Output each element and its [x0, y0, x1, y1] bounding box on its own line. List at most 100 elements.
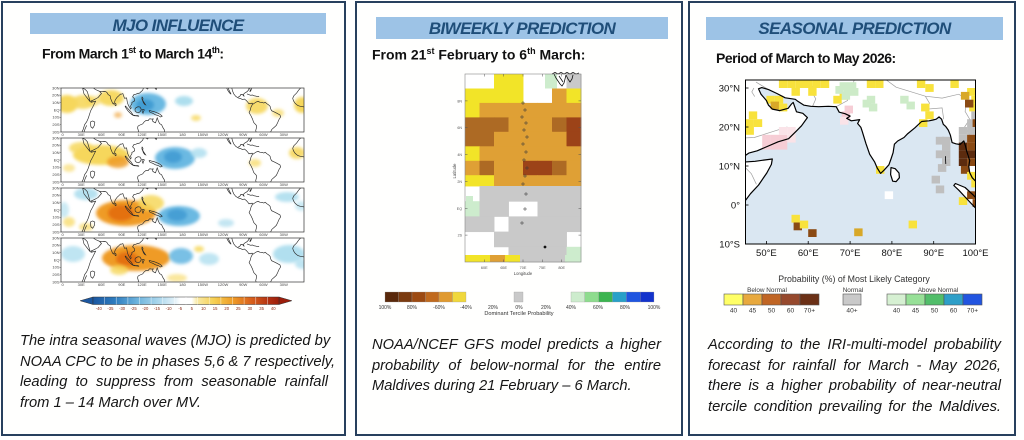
svg-text:20N: 20N: [52, 193, 59, 198]
svg-text:10N: 10N: [52, 100, 59, 105]
svg-text:50: 50: [768, 308, 776, 315]
svg-text:30°N: 30°N: [719, 84, 740, 95]
svg-text:45: 45: [912, 308, 920, 315]
svg-text:30E: 30E: [78, 232, 85, 237]
svg-text:80%: 80%: [407, 305, 418, 311]
svg-text:15: 15: [213, 306, 218, 311]
svg-text:0: 0: [62, 282, 65, 287]
svg-text:10N: 10N: [52, 150, 59, 155]
svg-text:10: 10: [201, 306, 206, 311]
svg-text:40: 40: [271, 306, 276, 311]
svg-text:70+: 70+: [967, 308, 978, 315]
svg-text:10S: 10S: [52, 115, 59, 120]
svg-text:30S: 30S: [52, 229, 59, 234]
svg-text:60E: 60E: [98, 232, 105, 237]
svg-text:30E: 30E: [78, 132, 85, 137]
svg-text:120E: 120E: [137, 282, 147, 287]
svg-text:90E: 90E: [118, 282, 125, 287]
svg-text:60°E: 60°E: [798, 248, 819, 259]
svg-text:10N: 10N: [52, 200, 59, 205]
svg-text:-40: -40: [96, 306, 103, 311]
svg-text:150W: 150W: [198, 282, 209, 287]
svg-text:50°E: 50°E: [756, 248, 777, 259]
svg-text:150E: 150E: [158, 182, 168, 187]
svg-text:30W: 30W: [280, 132, 288, 137]
svg-text:60E: 60E: [98, 182, 105, 187]
svg-text:60E: 60E: [481, 266, 488, 270]
svg-text:30W: 30W: [280, 232, 288, 237]
svg-text:EQ: EQ: [54, 257, 60, 262]
svg-text:150E: 150E: [158, 132, 168, 137]
svg-text:0%: 0%: [515, 305, 523, 311]
svg-text:-40%: -40%: [460, 305, 472, 311]
svg-text:30: 30: [248, 306, 253, 311]
svg-text:90°E: 90°E: [923, 248, 944, 259]
svg-text:-10: -10: [166, 306, 173, 311]
svg-text:120W: 120W: [218, 282, 229, 287]
svg-text:60: 60: [950, 308, 958, 315]
svg-text:10N: 10N: [52, 250, 59, 255]
svg-text:120W: 120W: [218, 232, 229, 237]
svg-text:30E: 30E: [78, 282, 85, 287]
svg-text:60W: 60W: [259, 232, 267, 237]
svg-text:40%: 40%: [566, 305, 577, 311]
svg-text:-60%: -60%: [433, 305, 445, 311]
svg-text:80°E: 80°E: [882, 248, 903, 259]
svg-text:120W: 120W: [218, 182, 229, 187]
svg-text:20S: 20S: [52, 222, 59, 227]
svg-text:60E: 60E: [98, 282, 105, 287]
svg-text:70°E: 70°E: [840, 248, 861, 259]
svg-text:120E: 120E: [137, 232, 147, 237]
svg-text:30N: 30N: [52, 85, 59, 90]
svg-text:20%: 20%: [541, 305, 552, 311]
svg-text:2S: 2S: [458, 234, 463, 238]
svg-text:90E: 90E: [118, 232, 125, 237]
svg-text:100%: 100%: [648, 305, 661, 311]
svg-text:80%: 80%: [620, 305, 631, 311]
svg-text:30S: 30S: [52, 179, 59, 184]
svg-text:65E: 65E: [500, 266, 507, 270]
svg-text:EQ: EQ: [54, 107, 60, 112]
svg-text:60%: 60%: [593, 305, 604, 311]
svg-text:75E: 75E: [539, 266, 546, 270]
svg-text:0: 0: [62, 182, 65, 187]
svg-text:80E: 80E: [558, 266, 565, 270]
svg-text:5: 5: [191, 306, 194, 311]
svg-text:EQ: EQ: [54, 157, 60, 162]
svg-text:150W: 150W: [198, 182, 209, 187]
svg-text:20N: 20N: [52, 243, 59, 248]
svg-text:20°N: 20°N: [719, 123, 740, 134]
svg-text:10S: 10S: [52, 265, 59, 270]
svg-text:EQ: EQ: [457, 207, 462, 211]
svg-text:Probability (%) of Most Likely: Probability (%) of Most Likely Category: [778, 274, 930, 284]
svg-text:EQ: EQ: [54, 207, 60, 212]
svg-text:-35: -35: [107, 306, 114, 311]
svg-text:20S: 20S: [52, 122, 59, 127]
svg-text:150W: 150W: [198, 232, 209, 237]
svg-text:30W: 30W: [280, 282, 288, 287]
svg-text:-5: -5: [178, 306, 182, 311]
svg-text:45: 45: [749, 308, 757, 315]
svg-text:Dominant Tercile Probability: Dominant Tercile Probability: [484, 311, 553, 317]
svg-text:8N: 8N: [457, 99, 462, 103]
svg-text:180: 180: [179, 282, 186, 287]
svg-text:100%: 100%: [379, 305, 392, 311]
svg-text:50: 50: [931, 308, 939, 315]
svg-text:0: 0: [62, 132, 65, 137]
svg-text:20%: 20%: [488, 305, 499, 311]
svg-text:180: 180: [179, 232, 186, 237]
svg-text:100°E: 100°E: [963, 248, 989, 259]
svg-text:20N: 20N: [52, 143, 59, 148]
svg-text:150W: 150W: [198, 132, 209, 137]
svg-text:20S: 20S: [52, 172, 59, 177]
svg-text:10°N: 10°N: [719, 162, 740, 173]
svg-text:30S: 30S: [52, 279, 59, 284]
svg-text:90W: 90W: [239, 182, 247, 187]
svg-text:20: 20: [224, 306, 229, 311]
svg-text:4N: 4N: [457, 153, 462, 157]
svg-text:90W: 90W: [239, 232, 247, 237]
svg-text:150E: 150E: [158, 282, 168, 287]
svg-text:Normal: Normal: [843, 287, 864, 294]
svg-text:30N: 30N: [52, 185, 59, 190]
svg-text:20S: 20S: [52, 272, 59, 277]
